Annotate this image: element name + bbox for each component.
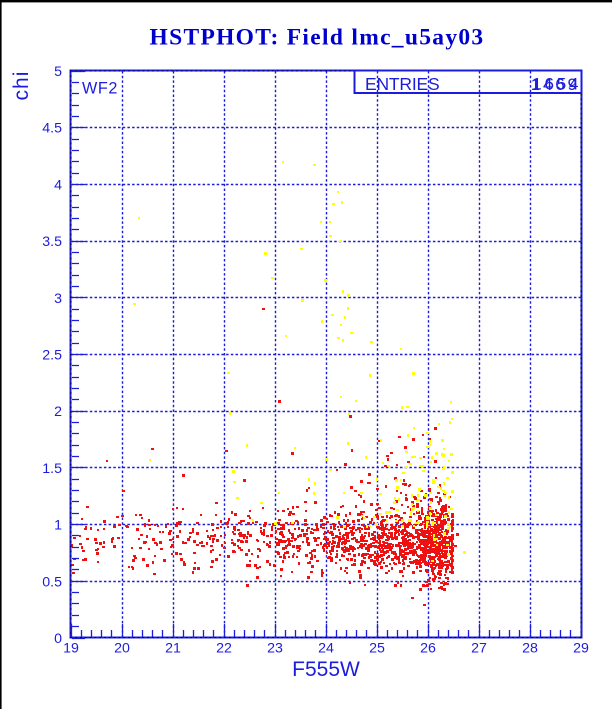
svg-text:26: 26 xyxy=(420,641,436,657)
svg-text:4: 4 xyxy=(54,177,62,193)
svg-text:3: 3 xyxy=(54,291,62,307)
svg-text:F555W: F555W xyxy=(292,658,360,681)
svg-text:WF2: WF2 xyxy=(82,80,118,98)
svg-text:28: 28 xyxy=(522,641,538,657)
svg-text:21: 21 xyxy=(165,641,181,657)
svg-text:27: 27 xyxy=(471,641,487,657)
svg-text:chi: chi xyxy=(10,71,33,101)
svg-text:HSTPHOT: Field lmc_u5ay03: HSTPHOT: Field lmc_u5ay03 xyxy=(150,25,485,51)
svg-text:25: 25 xyxy=(369,641,385,657)
svg-text:1654: 1654 xyxy=(532,74,581,93)
svg-text:5: 5 xyxy=(54,64,62,80)
svg-text:19: 19 xyxy=(63,641,79,657)
svg-text:3.5: 3.5 xyxy=(42,234,62,250)
svg-text:23: 23 xyxy=(267,641,283,657)
svg-text:0.5: 0.5 xyxy=(42,574,62,590)
svg-text:1: 1 xyxy=(54,518,62,534)
svg-text:1469: 1469 xyxy=(531,75,580,94)
svg-text:2: 2 xyxy=(54,404,62,420)
svg-text:ENTRIES: ENTRIES xyxy=(365,74,439,94)
svg-text:29: 29 xyxy=(573,641,589,657)
svg-text:1.5: 1.5 xyxy=(42,461,62,477)
svg-text:2.5: 2.5 xyxy=(42,348,62,364)
svg-text:22: 22 xyxy=(216,641,232,657)
svg-text:4.5: 4.5 xyxy=(42,121,62,137)
svg-text:20: 20 xyxy=(114,641,130,657)
svg-text:0: 0 xyxy=(54,631,62,647)
svg-text:24: 24 xyxy=(318,641,334,657)
